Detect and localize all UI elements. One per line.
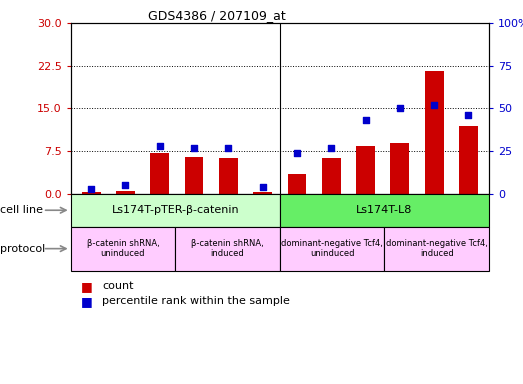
Point — [190, 145, 198, 151]
Point — [258, 184, 267, 190]
Bar — [425, 71, 444, 194]
Text: β-catenin shRNA,
induced: β-catenin shRNA, induced — [191, 239, 264, 258]
Text: count: count — [102, 281, 133, 291]
Point — [464, 112, 473, 118]
Bar — [219, 158, 238, 194]
Text: percentile rank within the sample: percentile rank within the sample — [102, 296, 290, 306]
Text: β-catenin shRNA,
uninduced: β-catenin shRNA, uninduced — [86, 239, 160, 258]
Point — [87, 186, 95, 192]
Point — [224, 145, 233, 151]
Bar — [71, 194, 280, 227]
Point — [121, 182, 130, 189]
Bar — [116, 191, 135, 194]
Bar — [390, 143, 410, 194]
Bar — [185, 157, 203, 194]
Text: ■: ■ — [81, 280, 93, 293]
Bar — [71, 227, 175, 271]
Bar — [459, 126, 478, 194]
Point — [293, 150, 301, 156]
Bar — [322, 158, 340, 194]
Text: ■: ■ — [81, 295, 93, 308]
Point — [430, 102, 438, 108]
Bar — [280, 194, 489, 227]
Point — [396, 106, 404, 112]
Bar — [280, 227, 384, 271]
Bar — [82, 192, 100, 194]
Point — [327, 145, 335, 151]
Bar — [384, 227, 489, 271]
Bar — [288, 174, 306, 194]
Text: Ls174T-L8: Ls174T-L8 — [356, 205, 413, 215]
Title: GDS4386 / 207109_at: GDS4386 / 207109_at — [148, 9, 286, 22]
Text: dominant-negative Tcf4,
uninduced: dominant-negative Tcf4, uninduced — [281, 239, 383, 258]
Bar — [253, 192, 272, 194]
Text: dominant-negative Tcf4,
induced: dominant-negative Tcf4, induced — [386, 239, 487, 258]
Text: Ls174T-pTER-β-catenin: Ls174T-pTER-β-catenin — [111, 205, 239, 215]
Point — [361, 118, 370, 124]
Text: cell line: cell line — [0, 205, 43, 215]
Bar — [175, 227, 280, 271]
Text: protocol: protocol — [0, 243, 46, 254]
Bar — [356, 146, 375, 194]
Point — [155, 143, 164, 149]
Bar — [150, 153, 169, 194]
